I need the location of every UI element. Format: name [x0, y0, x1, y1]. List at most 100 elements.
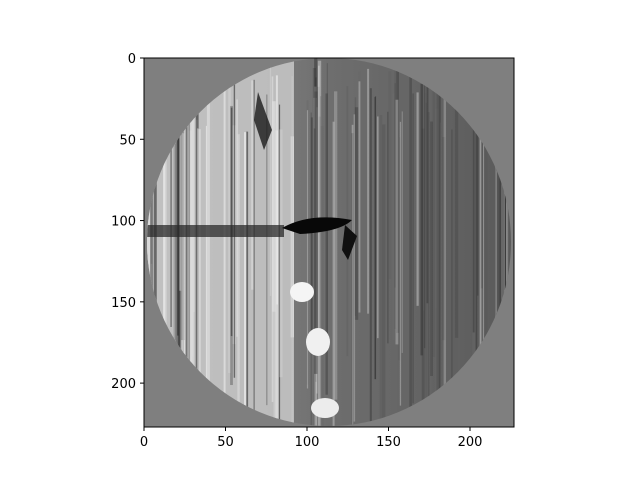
- streak: [425, 102, 427, 426]
- streak: [318, 116, 321, 349]
- streak: [477, 89, 479, 296]
- streak: [379, 115, 383, 426]
- streak: [399, 121, 402, 406]
- x-axis: 0 50 100 150 200: [140, 427, 482, 450]
- streak: [422, 93, 427, 311]
- y-tick-label: 50: [119, 133, 136, 148]
- streak: [499, 102, 503, 416]
- streak: [275, 75, 278, 305]
- streak: [369, 88, 372, 426]
- streak: [367, 68, 370, 314]
- streak: [454, 108, 459, 338]
- y-tick-label: 100: [111, 215, 136, 230]
- streak: [246, 131, 249, 426]
- x-tick-label: 0: [140, 435, 148, 450]
- streak: [506, 100, 509, 426]
- streak: [313, 128, 316, 426]
- plot-area: [143, 57, 515, 428]
- streak: [310, 112, 312, 426]
- streak: [382, 124, 386, 426]
- streak: [482, 62, 485, 426]
- streak: [183, 133, 185, 364]
- streak: [320, 126, 324, 426]
- streak: [185, 82, 188, 426]
- streak: [432, 66, 436, 357]
- streak: [374, 96, 377, 380]
- streak: [175, 105, 178, 426]
- streak: [430, 121, 433, 376]
- streak: [237, 134, 240, 426]
- streak: [495, 114, 497, 318]
- streak: [192, 104, 194, 426]
- streak: [317, 60, 322, 426]
- streak: [412, 93, 414, 404]
- streak: [316, 107, 318, 394]
- streak: [472, 122, 476, 405]
- streak: [395, 99, 399, 345]
- streak: [394, 59, 398, 329]
- streak: [497, 93, 500, 426]
- streak: [479, 70, 483, 391]
- streak: [426, 67, 429, 304]
- streak: [398, 137, 401, 361]
- streak: [353, 114, 356, 422]
- x-tick-label: 50: [217, 435, 234, 450]
- streak: [230, 107, 233, 337]
- streak: [480, 63, 483, 289]
- streak: [396, 67, 399, 333]
- streak: [244, 132, 247, 426]
- streak: [451, 129, 453, 426]
- streak: [266, 94, 268, 406]
- y-tick-label: 200: [111, 377, 136, 392]
- streak: [251, 80, 254, 290]
- streak: [484, 117, 488, 362]
- streak: [312, 68, 316, 426]
- streak: [504, 121, 506, 327]
- streak: [198, 129, 201, 423]
- streak: [503, 91, 505, 315]
- streak: [442, 137, 446, 341]
- streak: [424, 58, 426, 349]
- streak: [472, 62, 475, 333]
- streak: [416, 92, 419, 306]
- streak: [428, 76, 432, 426]
- streak: [206, 85, 210, 412]
- streak: [438, 82, 441, 426]
- streak: [435, 108, 439, 426]
- streak: [502, 111, 506, 372]
- x-tick-label: 150: [376, 435, 401, 450]
- streak: [475, 114, 478, 426]
- streak: [236, 99, 238, 337]
- streak: [170, 58, 172, 327]
- streak: [501, 82, 505, 360]
- streak: [354, 97, 357, 316]
- streak: [188, 102, 191, 406]
- streak: [377, 105, 380, 335]
- streak: [358, 81, 361, 313]
- streak: [314, 91, 318, 337]
- streak: [325, 93, 328, 395]
- streak: [332, 121, 335, 426]
- y-axis: 0 50 100 150 200: [111, 52, 144, 392]
- streak: [174, 60, 176, 381]
- streak: [154, 113, 157, 337]
- streak: [253, 79, 255, 426]
- streak: [279, 129, 283, 378]
- streak: [291, 76, 293, 426]
- streak: [421, 128, 425, 426]
- streak: [434, 65, 437, 309]
- y-tick-label: 0: [128, 52, 136, 67]
- streak: [320, 96, 323, 426]
- streak: [392, 93, 395, 341]
- streak: [387, 111, 389, 344]
- streak: [479, 90, 482, 398]
- streak: [409, 64, 412, 426]
- streak: [436, 68, 440, 411]
- streak: [358, 71, 361, 309]
- streak: [147, 77, 149, 426]
- streak: [205, 125, 207, 426]
- streak: [394, 83, 396, 288]
- streak: [197, 128, 199, 426]
- streak: [420, 83, 424, 356]
